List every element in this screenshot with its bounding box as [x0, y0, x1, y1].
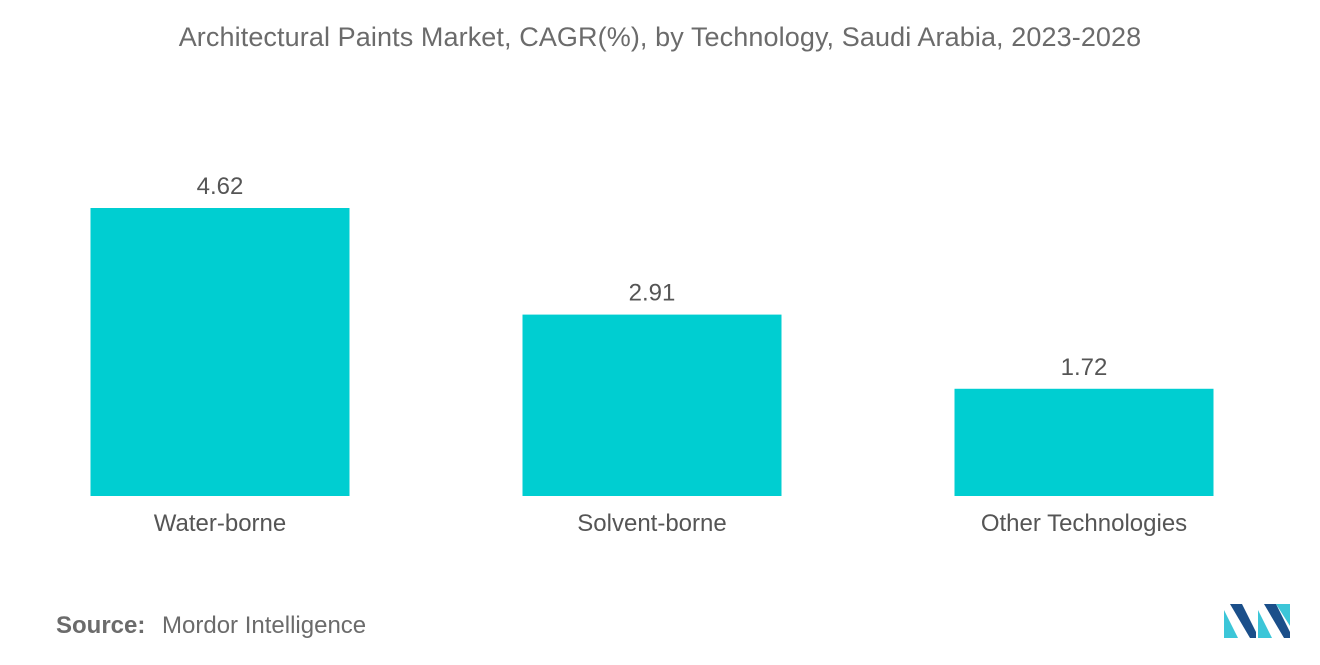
source-note: Source: Mordor Intelligence — [56, 612, 366, 640]
value-label: 1.72 — [1061, 354, 1108, 381]
chart-title: Architectural Paints Market, CAGR(%), by… — [178, 22, 1142, 52]
bar-chart: 4.62 2.91 1.72 Water-borne Solvent-borne Oth… — [90, 173, 1214, 537]
bars-group — [90, 208, 1214, 496]
value-label: 4.62 — [197, 173, 244, 200]
source-label: Source: — [56, 612, 146, 639]
category-label: Other Technologies — [981, 510, 1187, 537]
value-labels-group: 4.62 2.91 1.72 — [197, 173, 1108, 381]
value-label: 2.91 — [629, 280, 676, 307]
category-label: Water-borne — [154, 510, 287, 537]
bar-solvent-borne — [522, 314, 782, 496]
bar-other-technologies — [954, 388, 1214, 496]
mordor-intelligence-logo-icon — [1224, 604, 1290, 638]
category-labels-group: Water-borne Solvent-borne Other Technologi… — [154, 510, 1187, 537]
category-label: Solvent-borne — [577, 510, 726, 537]
bar-water-borne — [90, 208, 350, 496]
source-text: Mordor Intelligence — [162, 612, 367, 639]
